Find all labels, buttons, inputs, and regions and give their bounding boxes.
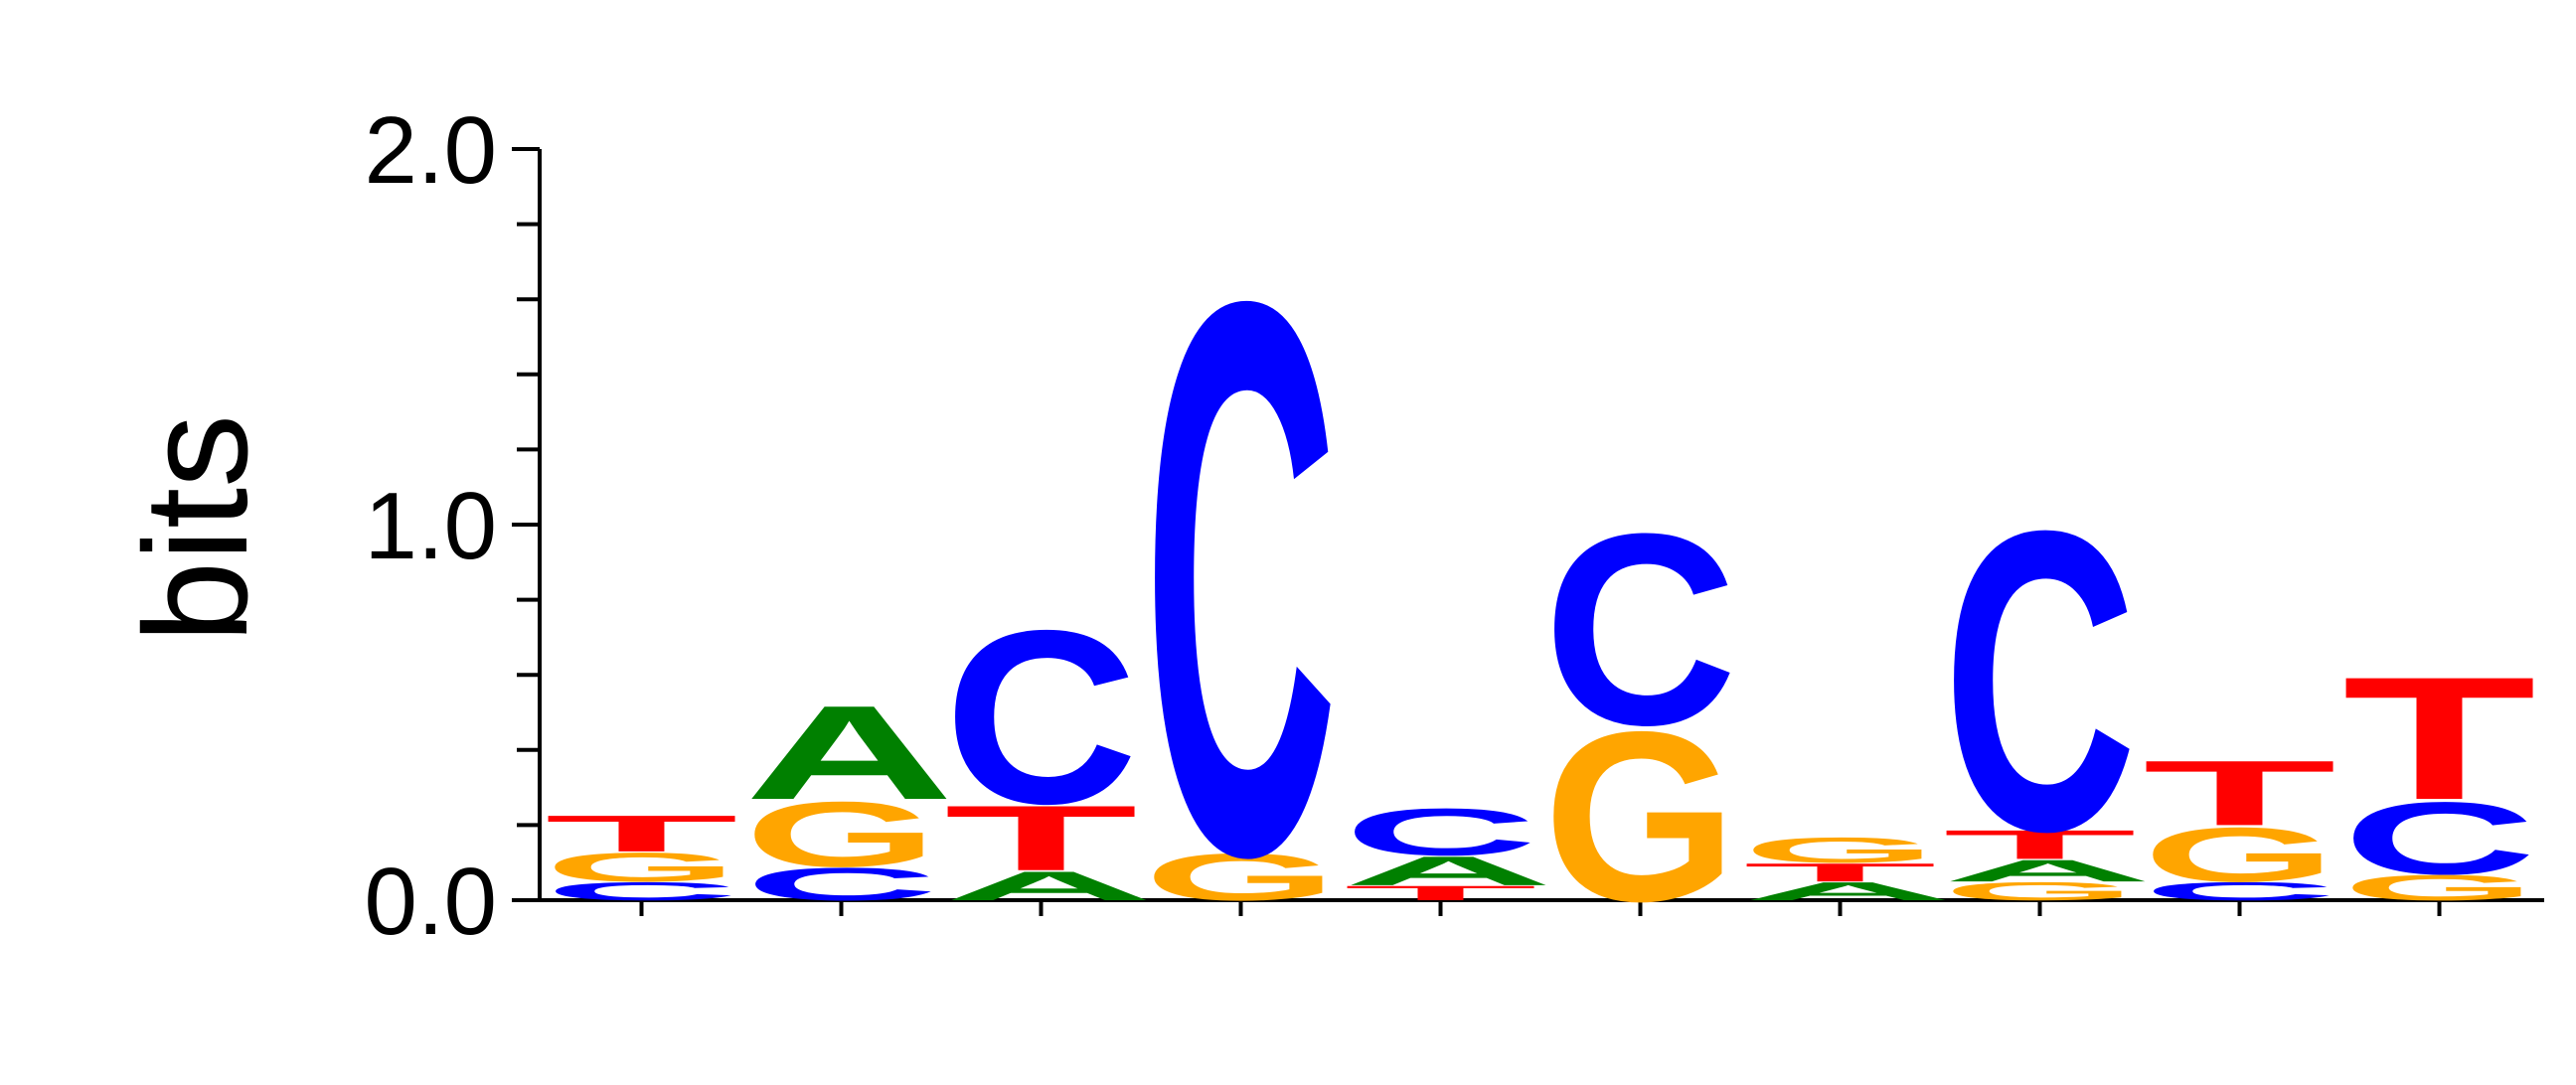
letter-G: G — [1144, 840, 1338, 914]
y-ticks: 0.0 1.0 2.0 — [365, 97, 540, 955]
letter-C: C — [1543, 476, 1737, 782]
letter-G: G — [2143, 812, 2336, 898]
letter-T: T — [1943, 822, 2137, 867]
letter-A: A — [944, 863, 1154, 909]
logo-position-6: GC — [1543, 476, 1737, 952]
letter-G: G — [2342, 867, 2536, 908]
letter-C: C — [1144, 138, 1338, 1018]
y-tick-label: 1.0 — [365, 473, 497, 579]
logo-position-3: ATC — [944, 579, 1154, 908]
y-axis: 0.0 1.0 2.0 bits — [114, 97, 542, 955]
x-axis — [540, 898, 2544, 916]
logo-position-5: TAC — [1344, 795, 1553, 905]
logo-position-10: GCT — [2342, 641, 2536, 908]
letter-C: C — [2342, 781, 2536, 896]
letter-G: G — [1943, 877, 2137, 906]
logo-position-4: GC — [1144, 138, 1338, 1018]
letter-A: A — [1344, 849, 1553, 894]
letter-C: C — [744, 858, 938, 910]
letter-A: A — [744, 679, 954, 828]
letter-G: G — [545, 845, 738, 890]
logo-position-7: ATG — [1743, 830, 1953, 905]
letter-C: C — [545, 876, 738, 905]
y-tick-label: 0.0 — [365, 849, 497, 955]
letter-T: T — [545, 805, 738, 862]
letter-C: C — [2143, 876, 2336, 905]
letter-C: C — [944, 579, 1138, 855]
letter-T: T — [944, 786, 1138, 889]
logo-position-9: CGT — [2143, 741, 2336, 906]
letter-G: G — [1543, 682, 1737, 952]
logo-position-1: CGT — [545, 805, 738, 905]
x-ticks — [639, 900, 2442, 916]
letter-C: C — [1344, 795, 1537, 869]
letter-G: G — [1743, 830, 1937, 870]
y-tick-label: 2.0 — [365, 97, 497, 204]
y-axis-label: bits — [114, 414, 278, 643]
letter-T: T — [2342, 641, 2536, 837]
letter-T: T — [2143, 741, 2336, 845]
letter-C: C — [1943, 443, 2137, 920]
letter-T: T — [1743, 858, 1937, 887]
logo-position-2: CGA — [744, 679, 954, 911]
letter-G: G — [744, 783, 938, 886]
letter-A: A — [1743, 877, 1953, 906]
letter-A: A — [1943, 853, 2153, 888]
letter-T: T — [1344, 881, 1537, 904]
